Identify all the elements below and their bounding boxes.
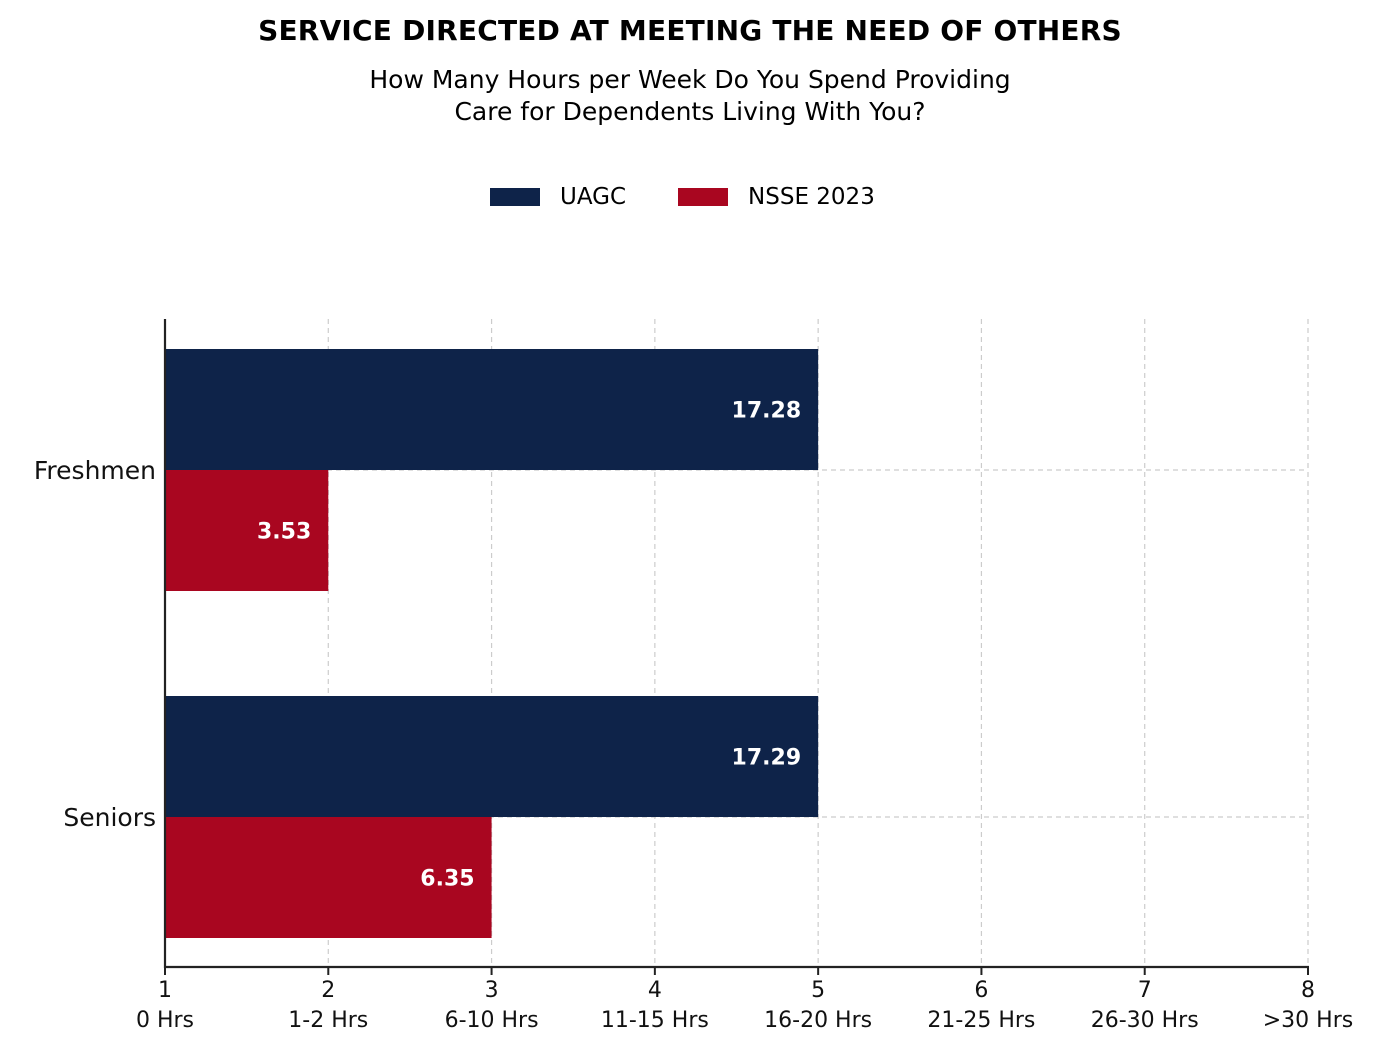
x-tick-label-6: 6 xyxy=(974,978,988,1003)
bar-seniors-nsse xyxy=(165,817,492,938)
x-tick-label-7: 7 xyxy=(1138,978,1152,1003)
x-tick-label-2: 2 xyxy=(321,978,335,1003)
x-tick-label-4: 4 xyxy=(648,978,662,1003)
bar-label-seniors-uagc: 17.29 xyxy=(732,746,802,771)
x-tick-label-1: 1 xyxy=(158,978,172,1003)
category-label-seniors: Seniors xyxy=(63,803,156,832)
x-tick-label-5: 5 xyxy=(811,978,825,1003)
legend-swatch-uagc xyxy=(490,188,540,206)
category-label-freshmen: Freshmen xyxy=(34,456,156,485)
legend-swatch-nsse xyxy=(678,188,729,206)
chart-subtitle: How Many Hours per Week Do You Spend Pro… xyxy=(0,64,1380,128)
x-tick-label-8: 8 xyxy=(1301,978,1315,1003)
x-tick-hours-label-2: 1-2 Hrs xyxy=(288,1008,368,1033)
x-tick-hours-label-4: 11-15 Hrs xyxy=(601,1008,709,1033)
legend-item-uagc: UAGC xyxy=(490,184,626,210)
chart-title: SERVICE DIRECTED AT MEETING THE NEED OF … xyxy=(258,14,1122,47)
x-tick-label-3: 3 xyxy=(485,978,499,1003)
x-tick-hours-label-6: 21-25 Hrs xyxy=(927,1008,1035,1033)
bar-label-freshmen-uagc: 17.28 xyxy=(732,399,802,424)
bar-freshmen-uagc xyxy=(165,349,819,470)
legend: UAGC NSSE 2023 xyxy=(490,184,927,210)
legend-label-nsse: NSSE 2023 xyxy=(748,184,875,210)
x-tick-hours-label-5: 16-20 Hrs xyxy=(764,1008,872,1033)
x-tick-hours-label-3: 6-10 Hrs xyxy=(445,1008,539,1033)
legend-item-nsse: NSSE 2023 xyxy=(678,184,875,210)
bar-label-seniors-nsse: 6.35 xyxy=(420,867,474,892)
bar-label-freshmen-nsse: 3.53 xyxy=(257,520,311,545)
subtitle-line-1: How Many Hours per Week Do You Spend Pro… xyxy=(369,65,1011,94)
x-tick-hours-label-8: >30 Hrs xyxy=(1263,1008,1353,1033)
bar-seniors-uagc xyxy=(165,696,819,817)
x-tick-hours-label-1: 0 Hrs xyxy=(136,1008,194,1033)
x-tick-hours-label-7: 26-30 Hrs xyxy=(1091,1008,1199,1033)
bar-freshmen-nsse xyxy=(165,470,329,591)
subtitle-line-2: Care for Dependents Living With You? xyxy=(454,97,926,126)
legend-label-uagc: UAGC xyxy=(560,184,627,210)
